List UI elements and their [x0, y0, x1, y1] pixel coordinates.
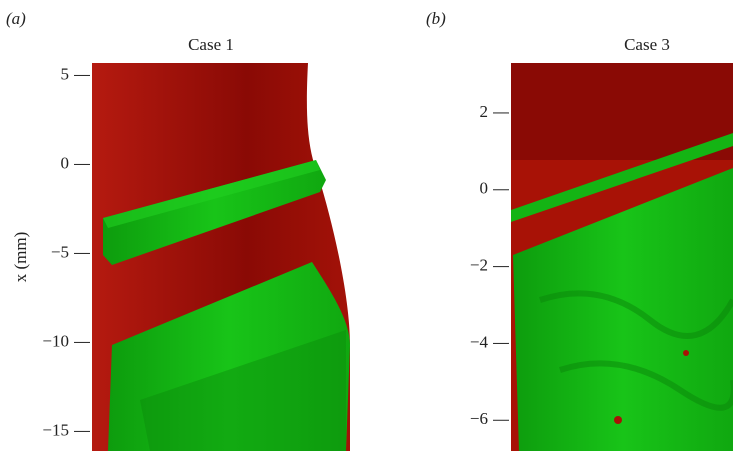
y-tick-label: 0 [480, 179, 489, 198]
y-tick-label: −2 [470, 256, 488, 275]
panel-label: (a) [6, 9, 26, 28]
y-tick-label: −4 [470, 332, 489, 351]
y-axis-label: x (mm) [11, 232, 30, 283]
axes: (a) Case 1 x (mm) 5 0 −5 −10 −15 (b) Case 3 2 0 −2 −4… [6, 9, 670, 439]
y-tick-label: −5 [51, 242, 69, 261]
y-tick-label: −15 [42, 420, 69, 439]
panel-title: Case 3 [624, 35, 670, 54]
y-tick-label: −6 [470, 409, 488, 428]
y-tick-label: 5 [61, 64, 70, 83]
panel-title: Case 1 [188, 35, 234, 54]
panel-label: (b) [426, 9, 446, 28]
y-tick-label: −10 [42, 331, 69, 350]
y-tick-label: 0 [61, 153, 70, 172]
render-b [511, 63, 733, 451]
render-a [92, 63, 350, 451]
y-tick-label: 2 [480, 102, 489, 121]
